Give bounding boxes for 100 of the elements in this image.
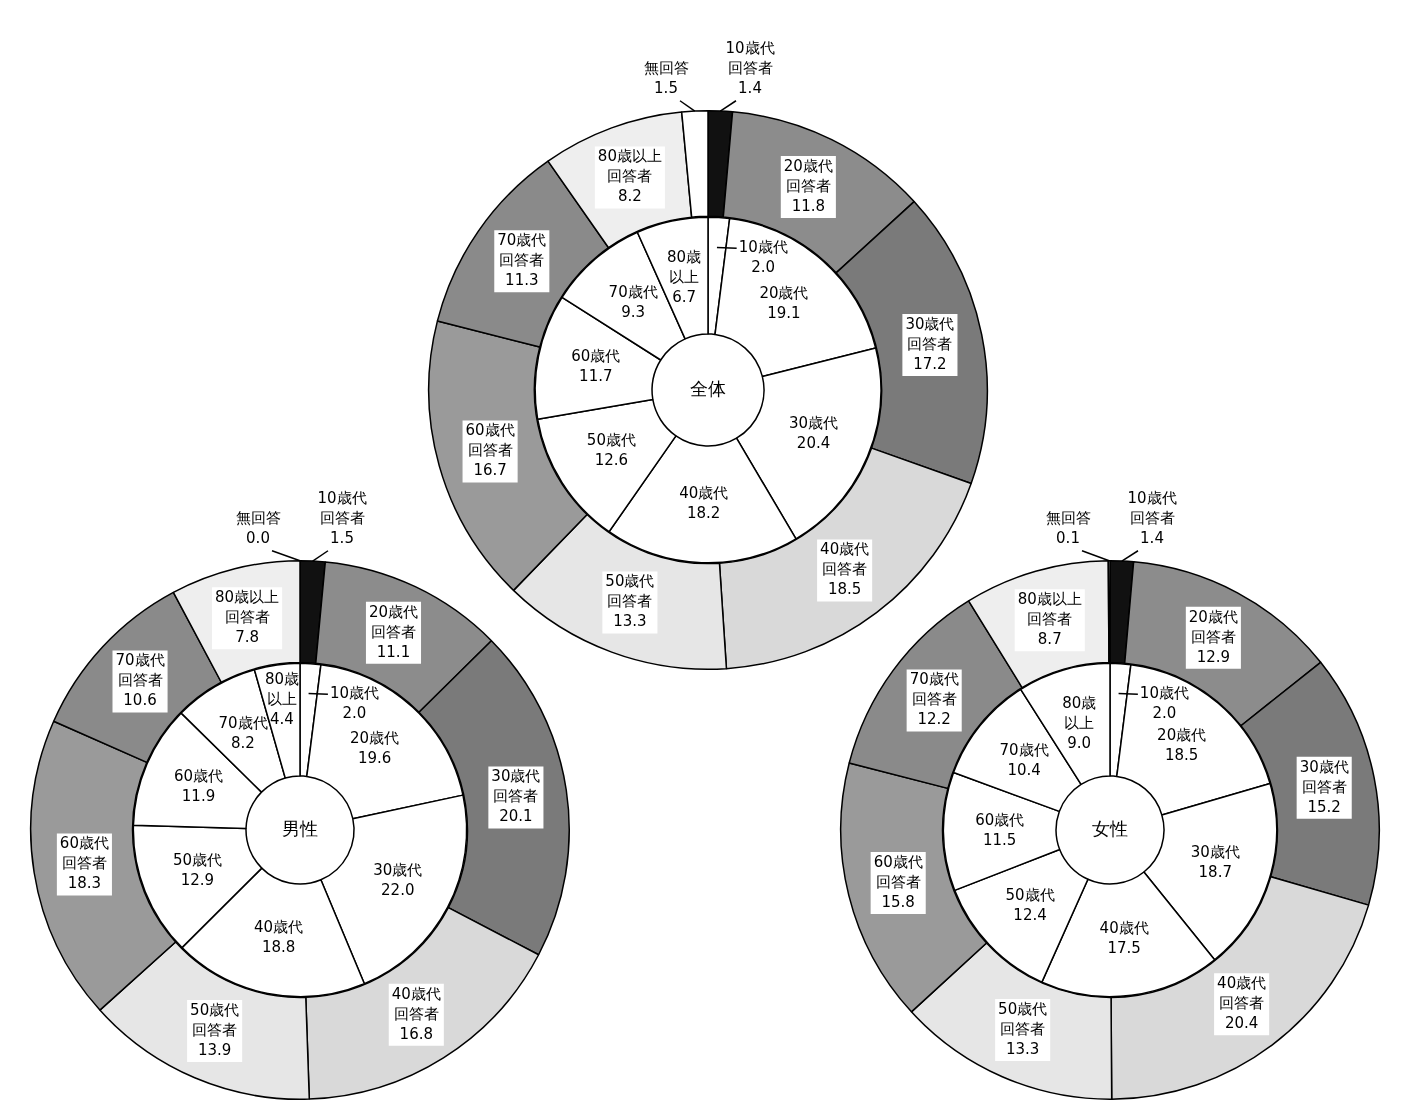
slice-label: 80歳以上 [264, 670, 300, 709]
slice-label: 60歳代回答者 [465, 421, 515, 460]
slice-label: 50歳代 [172, 850, 222, 869]
data-label: 2.0 [751, 258, 776, 277]
slice-label: 70歳代 [218, 713, 268, 732]
slice-label: 無回答 [1045, 508, 1091, 527]
data-label: 11.8 [791, 196, 826, 215]
slice-label: 20歳代回答者 [368, 602, 419, 641]
slice-label: 40歳代回答者 [820, 540, 870, 579]
slice-label: 40歳代 [679, 484, 729, 503]
data-label: 13.3 [1005, 1039, 1040, 1058]
slice-label: 30歳代回答者 [1299, 757, 1349, 796]
data-label: 15.2 [1307, 797, 1341, 816]
data-label: 1.4 [1140, 528, 1164, 547]
data-label: 17.2 [913, 354, 947, 373]
data-label: 9.0 [1067, 733, 1092, 752]
slice-label: 10歳代回答者 [1127, 488, 1177, 527]
data-label: 12.9 [180, 870, 215, 889]
data-label: 11.1 [376, 642, 411, 661]
slice-label: 50歳代 [586, 431, 636, 450]
data-label: 12.2 [917, 710, 951, 729]
data-label: 8.7 [1037, 630, 1062, 649]
slice-label: 30歳代 [373, 861, 423, 879]
slice-label: 70歳代回答者 [497, 231, 547, 270]
data-label: 2.0 [1152, 704, 1177, 723]
slice-label: 40歳代回答者 [391, 984, 441, 1023]
data-label: 20.4 [796, 434, 831, 453]
slice-label: 70歳代 [999, 740, 1049, 759]
data-label: 16.7 [473, 461, 507, 480]
data-label: 12.9 [1196, 647, 1231, 666]
slice-label: 70歳代 [608, 283, 658, 302]
slice-label: 80歳以上回答者 [215, 588, 280, 627]
slice-label: 60歳代 [173, 766, 224, 785]
category-label: 無回答 [235, 508, 281, 527]
text: 全体 [690, 377, 726, 399]
slice-label: 20歳代 [759, 284, 809, 303]
text: 男性 [282, 817, 318, 839]
data-label: 16.8 [399, 1024, 433, 1043]
slice-label: 40歳代 [1099, 919, 1149, 938]
slice-label: 20歳代回答者 [1188, 607, 1238, 646]
data-label: 11.9 [181, 786, 216, 805]
slice-label: 20歳代 [350, 728, 400, 747]
data-label: 13.9 [197, 1040, 232, 1059]
data-label: 18.8 [261, 938, 296, 957]
data-label: 7.8 [235, 628, 260, 647]
data-label: 4.4 [270, 710, 294, 729]
data-label: 20.4 [1224, 1014, 1259, 1033]
slice-label: 80歳以上 [667, 247, 702, 286]
data-label: 11.3 [505, 271, 539, 290]
slice-label: 50歳代回答者 [998, 999, 1048, 1038]
data-label: 15.8 [881, 892, 915, 911]
data-label: 12.4 [1013, 905, 1047, 924]
data-label: 19.1 [767, 304, 801, 323]
data-label: 12.6 [594, 451, 629, 470]
data-label: 2.0 [342, 704, 367, 723]
text: 0.0 [246, 528, 270, 547]
slice-label: 60歳代回答者 [873, 852, 923, 891]
slice-label: 10歳代回答者 [725, 38, 775, 77]
slice-label: 10歳代 [329, 684, 379, 703]
slice-label: 50歳代回答者 [190, 1000, 240, 1039]
data-label: 11.7 [579, 367, 613, 386]
data-label: 18.3 [67, 874, 102, 893]
data-label: 11.5 [982, 830, 1017, 849]
data-label: 19.6 [357, 748, 392, 767]
data-label: 20.1 [499, 807, 533, 826]
data-label: 8.2 [617, 187, 642, 206]
data-label: 1.4 [738, 78, 762, 97]
slice-label: 70歳代回答者 [909, 670, 959, 709]
slice-label: 60歳代回答者 [59, 834, 109, 873]
slice-label: 70歳代回答者 [115, 651, 165, 690]
slice-label: 60歳代 [975, 810, 1025, 829]
slice-label: 30歳代回答者 [905, 314, 955, 353]
data-label: 1.5 [654, 78, 678, 97]
data-label: 1.5 [330, 528, 354, 547]
slice-label: 20歳代回答者 [783, 156, 833, 195]
data-label: 18.5 [827, 580, 862, 599]
data-label: 17.5 [1107, 939, 1141, 958]
data-label: 0.1 [1056, 528, 1080, 547]
data-label: 18.5 [1164, 746, 1199, 764]
slice-label: 80歳以上 [1062, 693, 1097, 732]
data-label: 10.4 [1007, 760, 1041, 779]
slice-label: 10歳代 [1139, 684, 1189, 703]
data-label: 18.2 [686, 504, 721, 523]
data-label: 6.7 [672, 287, 697, 306]
data-label: 22.0 [381, 881, 415, 899]
slice-label: 30歳代 [1190, 842, 1240, 861]
slice-label: 20歳代 [1157, 726, 1207, 744]
slice-label: 10歳代 [738, 238, 788, 257]
slice-label: 10歳代回答者 [317, 488, 367, 527]
slice-label: 80歳以上回答者 [1017, 590, 1082, 629]
text: 女性 [1092, 817, 1128, 839]
slice-label: 50歳代回答者 [605, 572, 655, 611]
data-label: 8.2 [231, 733, 255, 752]
data-label: 13.3 [613, 612, 647, 631]
slice-label: 50歳代 [1005, 885, 1055, 904]
slice-label: 60歳代 [571, 347, 621, 366]
slice-label: 40歳代 [254, 918, 304, 937]
slice-label: 30歳代回答者 [491, 767, 541, 806]
slice-label: 80歳以上回答者 [597, 147, 662, 186]
slice-label: 無回答 [643, 58, 689, 77]
